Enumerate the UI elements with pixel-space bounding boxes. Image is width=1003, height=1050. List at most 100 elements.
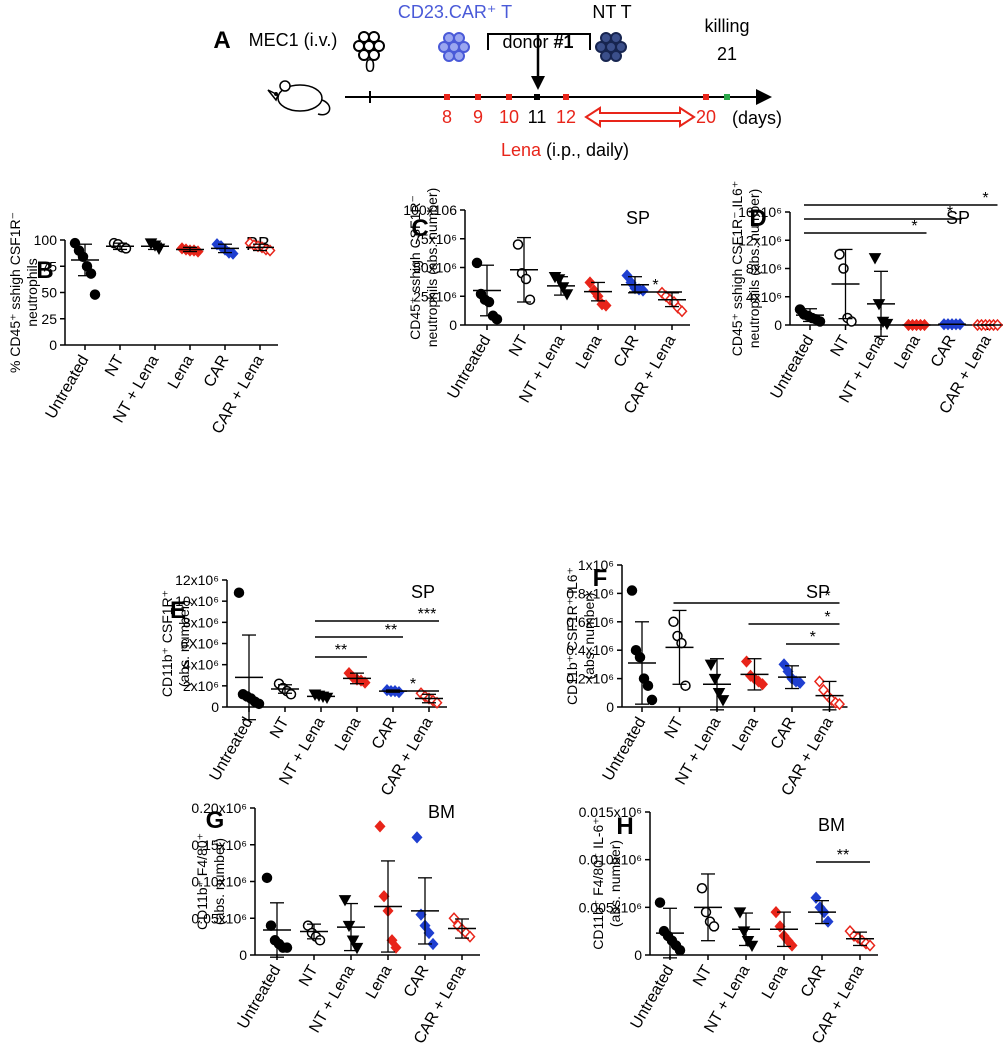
x-tick-label: CAR	[768, 715, 800, 753]
data-point	[600, 299, 612, 312]
y-tick-label: 0.8x10⁶	[566, 585, 614, 601]
x-tick-label: NT	[828, 332, 853, 359]
data-point	[654, 897, 666, 908]
x-tick-label: NT	[690, 962, 715, 989]
significance-label: *	[911, 218, 917, 235]
y-axis-label: (abs. number)	[581, 592, 597, 679]
data-point	[233, 587, 245, 598]
x-tick-label: CAR	[401, 963, 433, 1001]
y-tick-label: 0	[634, 947, 642, 963]
injection-label: MEC1 (i.v.)	[249, 30, 338, 50]
data-point	[483, 296, 495, 308]
panel-label: F	[593, 565, 608, 592]
day-label: 21	[717, 44, 737, 64]
data-point	[756, 678, 769, 691]
y-axis-label: neutrophils	[24, 258, 40, 327]
y-tick-label: 50	[41, 285, 57, 301]
data-point	[253, 698, 265, 710]
x-tick-label: NT	[506, 332, 531, 359]
day-marks: 0 8 9 10 11 12 20 21	[365, 44, 737, 127]
dot-plot: G BM CD11b⁺ F4/80⁺ (abs. number) 0 0.05x10⁶ 0.…	[191, 800, 480, 1047]
data-point	[464, 930, 476, 943]
data-point	[834, 249, 845, 260]
x-tick-label: NT	[662, 714, 687, 741]
x-tick-label: NT	[267, 714, 292, 741]
data-point	[265, 920, 277, 931]
treatment-arrow	[584, 106, 696, 128]
y-tick-label: 0.010x10⁶	[579, 852, 642, 868]
timeline-panel: A MEC1 (i.v.) CD23.CAR⁺ T NT T donor #1 …	[213, 2, 782, 160]
data-point	[838, 263, 849, 274]
cell-cluster	[595, 32, 627, 62]
y-axis-label: (abs. number)	[176, 600, 192, 687]
data-point	[621, 269, 633, 282]
y-tick-label: 0.2x10⁶	[566, 671, 614, 687]
nt-t-label: NT T	[592, 2, 631, 22]
data-point	[716, 695, 730, 707]
x-tick-label: Untreated	[445, 333, 495, 402]
y-tick-label: 0	[606, 699, 614, 715]
data-point	[411, 831, 423, 844]
significance-label: *	[947, 204, 953, 221]
y-tick-label: 100	[34, 232, 58, 248]
x-tick-label: Lena	[759, 962, 792, 1001]
donor-arrowhead	[531, 76, 545, 90]
dot-plot: C SP CD45⁺ sshigh CSF1R⁻ neutrophils (abs. …	[403, 188, 690, 417]
x-tick-label: Untreated	[235, 963, 285, 1032]
y-axis-label: neutrophils (abs. number)	[424, 188, 440, 348]
data-point	[390, 941, 402, 954]
chart-title: SP	[411, 582, 435, 602]
data-point	[626, 585, 638, 596]
y-tick-label: 6X10⁶	[181, 636, 219, 652]
day-tick	[724, 94, 730, 100]
data-point	[786, 939, 798, 952]
data-point	[285, 689, 297, 700]
data-point	[261, 872, 273, 884]
y-tick-label: 12x10⁶	[175, 572, 219, 588]
significance-label: **	[385, 622, 397, 639]
day-tick	[534, 94, 540, 100]
significance-label: *	[824, 609, 830, 626]
y-tick-label: 0	[449, 317, 457, 333]
y-tick-label: 8x10⁶	[183, 614, 219, 630]
data-point	[374, 820, 386, 833]
significance-label: **	[335, 642, 347, 659]
data-point	[415, 908, 427, 921]
y-tick-label: 2x10⁶	[183, 678, 219, 694]
y-tick-label: 100x106	[403, 202, 457, 218]
y-tick-label: 0	[774, 317, 782, 333]
drug-name: Lena	[501, 140, 542, 160]
day-label: 10	[499, 107, 519, 127]
data-point	[342, 920, 356, 933]
dot-plot: E SP CD11b⁺ CSF1R⁺ (abs. number) 0 2x10⁶ 4x10⁶…	[159, 572, 447, 799]
day-label: 12	[556, 107, 576, 127]
x-tick-label: Lena	[165, 352, 198, 391]
data-point	[708, 921, 720, 932]
cell-cluster	[353, 31, 385, 61]
data-point	[680, 680, 691, 691]
data-point	[813, 675, 826, 688]
chart-title: SP	[946, 208, 970, 228]
days-unit: (days)	[732, 108, 782, 128]
panel-label: D	[749, 205, 766, 232]
y-tick-label: 0	[49, 337, 57, 353]
charts: BPB% CD45⁺ sshigh CSF1R⁻neutrophils02550…	[7, 181, 1003, 1047]
x-tick-label: Untreated	[600, 715, 650, 784]
data-point	[378, 890, 390, 903]
y-tick-label: 0.20x10⁶	[191, 800, 247, 816]
data-point	[281, 942, 293, 953]
data-point	[120, 243, 132, 254]
mouse-icon	[267, 80, 331, 116]
y-tick-label: 8x10⁶	[746, 261, 782, 277]
y-tick-label: 0.15x10⁶	[191, 837, 247, 853]
drug-label: Lena (i.p., daily)	[501, 140, 629, 160]
data-point	[770, 905, 782, 919]
x-tick-label: Lena	[332, 714, 365, 753]
dot-plot: D SP CD45⁺ sshigh CSF1R⁻ IL6⁺ neutrophils (…	[729, 181, 1003, 417]
x-tick-label: CAR	[369, 715, 401, 753]
day-tick	[563, 94, 569, 100]
y-tick-label: 25	[41, 311, 57, 327]
data-point	[674, 944, 686, 956]
data-point	[85, 268, 97, 279]
day-label: 11	[528, 107, 547, 127]
